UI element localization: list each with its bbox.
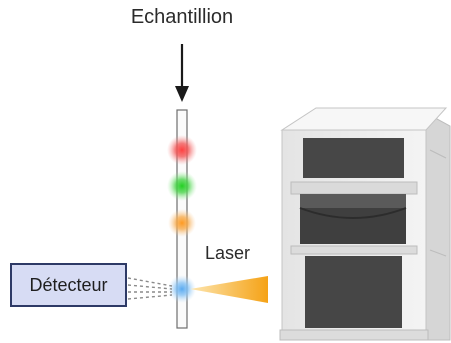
laser-label: Laser xyxy=(205,243,251,263)
particle-orange xyxy=(168,209,196,237)
particle-green xyxy=(167,171,197,201)
detector-box: Détecteur xyxy=(10,263,127,307)
detector-label: Détecteur xyxy=(29,274,108,295)
scatter-lines xyxy=(127,277,173,300)
sample-label: Echantillion xyxy=(130,6,234,28)
sample-arrow xyxy=(175,44,189,102)
particle-blue xyxy=(168,275,196,303)
cytometer-instrument xyxy=(279,107,451,341)
laser-beam xyxy=(190,276,268,303)
particle-red xyxy=(167,135,197,165)
